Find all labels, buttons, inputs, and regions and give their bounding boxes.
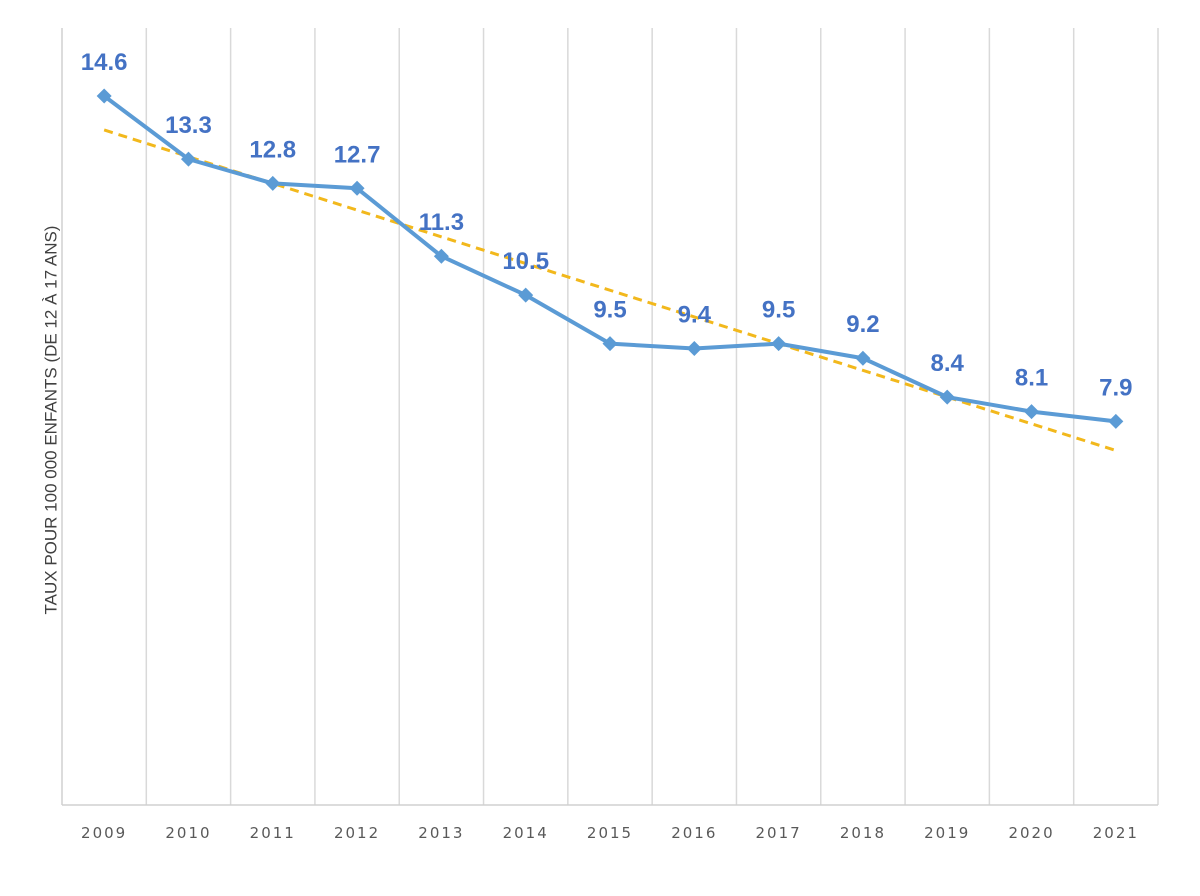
marker-2017 — [771, 336, 787, 352]
marker-2018 — [855, 350, 871, 366]
x-tick-label-2017: 2017 — [756, 824, 802, 842]
series-markers — [96, 88, 1124, 429]
x-tick-label-2018: 2018 — [840, 824, 886, 842]
marker-2020 — [1024, 404, 1040, 420]
x-tick-label-2021: 2021 — [1093, 824, 1139, 842]
marker-2012 — [349, 180, 365, 196]
x-tick-label-2014: 2014 — [503, 824, 549, 842]
vertical-gridlines — [145, 28, 1159, 805]
marker-2011 — [265, 175, 281, 191]
data-label-2021: 7.9 — [1099, 374, 1132, 401]
x-tick-label-2010: 2010 — [165, 824, 211, 842]
data-label-2017: 9.5 — [762, 297, 795, 324]
marker-2013 — [433, 248, 449, 264]
marker-2014 — [518, 287, 534, 303]
data-label-2013: 11.3 — [419, 209, 464, 236]
x-tick-label-2009: 2009 — [81, 824, 127, 842]
marker-2009 — [96, 88, 112, 104]
x-tick-label-2016: 2016 — [671, 824, 717, 842]
x-tick-label-2011: 2011 — [250, 824, 296, 842]
y-axis-label: TAUX POUR 100 000 ENFANTS (DE 12 À 17 AN… — [41, 226, 60, 615]
x-tick-label-2015: 2015 — [587, 824, 633, 842]
trendline — [103, 128, 1117, 452]
data-label-2015: 9.5 — [593, 297, 626, 324]
data-label-2010: 13.3 — [165, 112, 212, 139]
marker-2010 — [180, 151, 196, 167]
x-tick-label-2019: 2019 — [924, 824, 970, 842]
data-label-2009: 14.6 — [81, 49, 128, 76]
data-label-2014: 10.5 — [502, 248, 549, 275]
data-label-2016: 9.4 — [678, 302, 712, 329]
x-tick-label-2013: 2013 — [418, 824, 464, 842]
data-label-2012: 12.7 — [334, 141, 381, 168]
marker-2015 — [602, 336, 618, 352]
marker-2021 — [1108, 413, 1124, 429]
data-labels: 14.6 13.3 12.8 12.7 11.3 10.5 9.5 9.4 9.5 9.2 8.4 8… — [81, 49, 1133, 401]
data-label-2019: 8.4 — [931, 350, 965, 377]
data-label-2011: 12.8 — [249, 136, 296, 163]
marker-2019 — [939, 389, 955, 405]
x-tick-label-2012: 2012 — [334, 824, 380, 842]
x-tick-label-2020: 2020 — [1008, 824, 1054, 842]
data-label-2020: 8.1 — [1015, 365, 1048, 392]
x-axis-tick-labels: 2009 2010 2011 2012 2013 2014 2015 2016 2017 2018… — [81, 824, 1139, 842]
marker-2016 — [686, 341, 702, 357]
data-label-2018: 9.2 — [846, 311, 879, 338]
